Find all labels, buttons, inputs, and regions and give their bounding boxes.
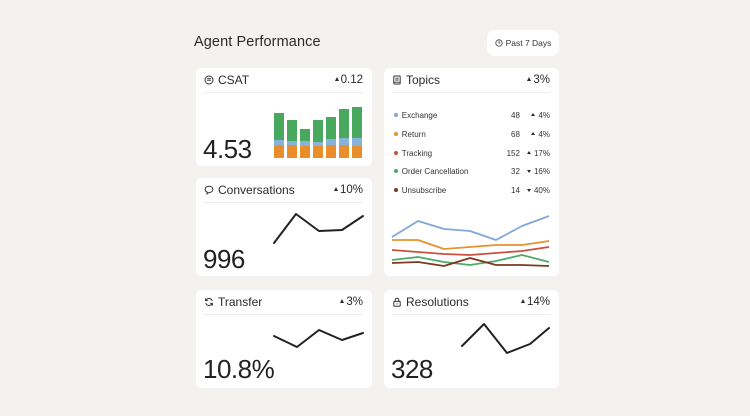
unsubscribe-line	[391, 257, 550, 267]
topic-row-tracking[interactable]: Tracking 152 17%	[394, 146, 550, 160]
page-title: Agent Performance	[194, 34, 321, 50]
transfer-line-chart	[273, 329, 364, 348]
topics-title: Topics	[406, 73, 441, 87]
topic-change: 4%	[520, 130, 550, 139]
topic-count: 14	[511, 185, 520, 195]
csat-title: CSAT	[218, 73, 250, 87]
date-range-button[interactable]: Past 7 Days	[487, 30, 559, 56]
csat-bar-5	[326, 117, 336, 158]
topic-count: 152	[506, 148, 520, 158]
csat-bar-2	[287, 120, 297, 158]
tracking-line	[391, 246, 550, 256]
topic-row-return[interactable]: Return 68 4%	[394, 127, 550, 141]
conversations-delta: 10%	[333, 184, 363, 196]
conversations-line-chart	[273, 213, 364, 244]
csat-card[interactable]: CSAT 0.12 4.53	[196, 68, 372, 166]
arrow-down-icon	[526, 169, 531, 173]
csat-bar-chart	[274, 107, 362, 158]
topic-name: Return	[401, 129, 426, 139]
legend-dot-icon	[394, 132, 398, 136]
conversations-value: 996	[203, 244, 245, 274]
resolutions-title: Resolutions	[406, 295, 469, 309]
transfer-card-header: Transfer 3%	[204, 290, 363, 315]
transfer-value: 10.8%	[203, 354, 275, 384]
return-line	[392, 239, 550, 250]
conversations-card[interactable]: Conversations 10% 996	[196, 178, 372, 276]
topic-change: 40%	[520, 186, 550, 195]
topic-row-exchange[interactable]: Exchange 48 4%	[394, 108, 550, 122]
refresh-icon	[205, 298, 213, 306]
transfer-delta: 3%	[340, 296, 363, 308]
csat-bar-3	[300, 129, 310, 158]
topic-change: 16%	[520, 167, 550, 176]
date-range-label: Past 7 Days	[505, 38, 552, 48]
csat-bar-1	[274, 113, 284, 158]
exchange-line	[391, 215, 550, 241]
csat-card-header: CSAT 0.12	[204, 68, 363, 93]
arrow-up-icon	[334, 77, 339, 81]
topic-count: 48	[511, 110, 520, 120]
conversations-title: Conversations	[218, 183, 295, 197]
resolutions-delta: 14%	[520, 296, 550, 308]
csat-bar-6	[339, 109, 349, 158]
topic-name: Order Cancellation	[401, 166, 469, 176]
topics-delta: 3%	[527, 74, 550, 86]
legend-dot-icon	[394, 169, 398, 173]
legend-dot-icon	[394, 188, 398, 192]
legend-dot-icon	[394, 113, 398, 117]
topic-count: 68	[511, 129, 520, 139]
topics-line-chart	[391, 215, 550, 267]
arrow-up-icon	[340, 299, 345, 303]
csat-bar-4	[313, 120, 323, 158]
topics-card-header: Topics 3%	[392, 68, 550, 93]
topics-card[interactable]: Topics 3% Exchange 48 4% Return 68 4% Tr…	[384, 68, 559, 276]
arrow-down-icon	[526, 188, 531, 192]
arrow-up-icon	[526, 151, 531, 154]
conversations-card-header: Conversations 10%	[204, 178, 363, 203]
topic-change: 4%	[520, 111, 550, 120]
topic-name: Tracking	[401, 148, 433, 158]
book-icon	[393, 75, 401, 85]
topic-change: 17%	[520, 149, 550, 158]
resolutions-card[interactable]: Resolutions 14% 328	[384, 290, 559, 388]
resolutions-line-chart	[461, 323, 550, 354]
chat-bubble-icon	[204, 185, 214, 195]
topic-name: Unsubscribe	[401, 185, 447, 195]
resolutions-card-header: Resolutions 14%	[392, 290, 550, 315]
legend-dot-icon	[394, 151, 398, 155]
arrow-up-icon	[531, 132, 536, 135]
order-cancellation-line	[391, 254, 550, 266]
arrow-up-icon	[333, 187, 338, 191]
topic-row-unsubscribe[interactable]: Unsubscribe 14 40%	[394, 183, 550, 197]
topic-row-order-cancellation[interactable]: Order Cancellation 32 16%	[394, 164, 550, 178]
topic-name: Exchange	[401, 110, 438, 120]
csat-bar-7	[352, 107, 362, 158]
topic-count: 32	[511, 166, 520, 176]
transfer-title: Transfer	[218, 295, 263, 309]
clock-icon	[494, 39, 503, 47]
arrow-up-icon	[520, 299, 525, 303]
resolutions-value: 328	[391, 354, 433, 384]
arrow-up-icon	[531, 113, 536, 116]
smiley-icon	[204, 75, 214, 85]
csat-delta: 0.12	[334, 74, 363, 86]
transfer-card[interactable]: Transfer 3% 10.8%	[196, 290, 372, 388]
lock-icon	[393, 297, 401, 307]
arrow-up-icon	[527, 77, 532, 81]
csat-value: 4.53	[203, 134, 252, 164]
